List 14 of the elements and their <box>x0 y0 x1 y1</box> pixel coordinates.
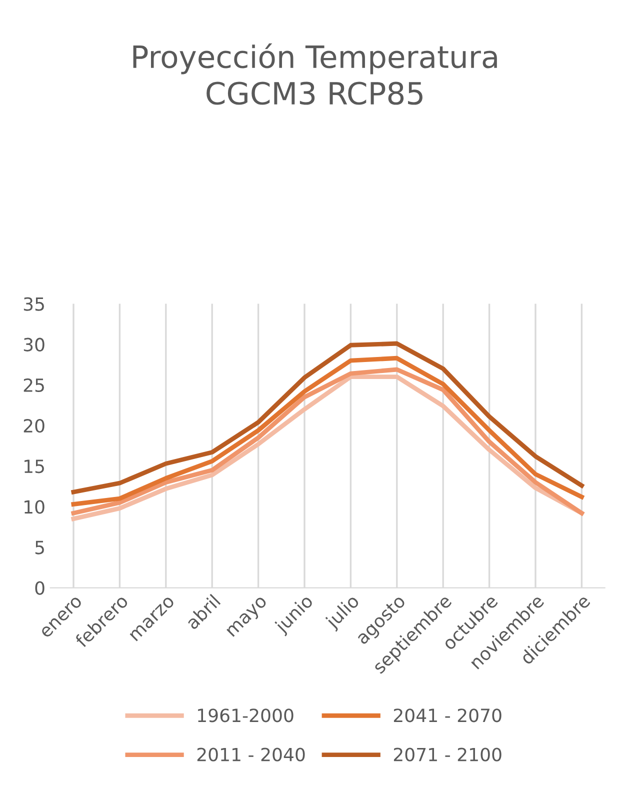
line-series <box>71 341 584 494</box>
y-tick-label: 0 <box>35 581 44 595</box>
legend-label: 2041 - 2070 <box>394 708 502 722</box>
y-tick-label: 25 <box>24 378 44 392</box>
y-tick-label: 15 <box>24 460 44 474</box>
y-tick-label: 5 <box>35 540 44 554</box>
y-tick-label: 10 <box>24 500 44 514</box>
legend-label: 2011 - 2040 <box>197 748 305 762</box>
legend-label: 2071 - 2100 <box>394 748 502 762</box>
y-tick-label: 30 <box>24 338 44 352</box>
legend-label: 1961-2000 <box>198 708 294 722</box>
y-tick-label: 35 <box>24 297 44 311</box>
y-tick-label: 20 <box>24 418 44 433</box>
chart-title: Proyección Temperatura CGCM3 RCP85 <box>133 43 497 105</box>
